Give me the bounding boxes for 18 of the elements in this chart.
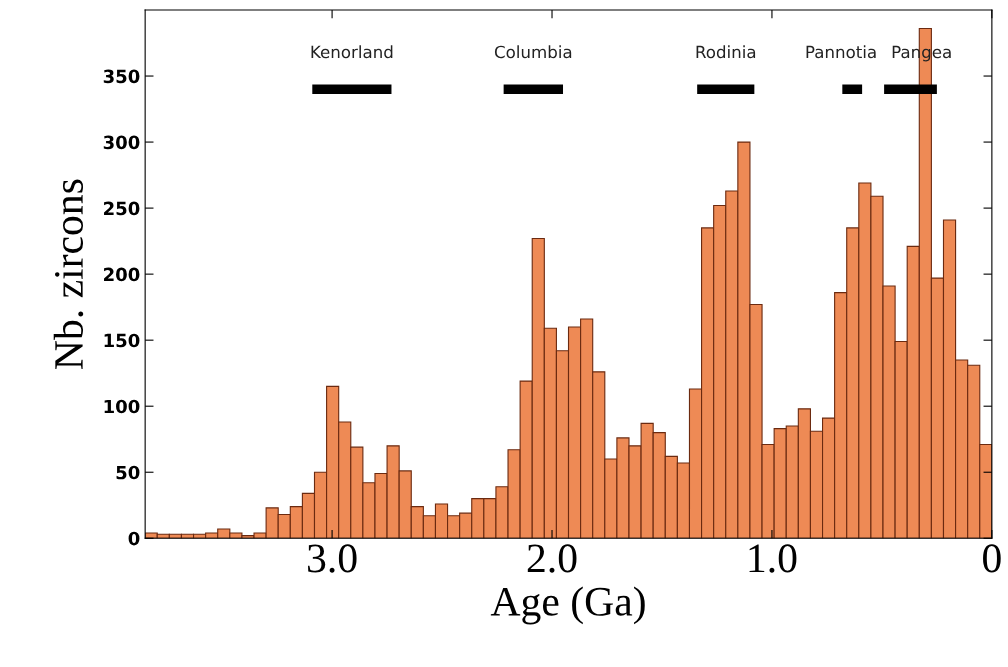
x-axis-title: Age (Ga) [490, 586, 645, 625]
series-label: Kenorland [311, 45, 393, 59]
x-tick-label: 3.0 [308, 544, 357, 573]
series-label: Rodinia [696, 45, 756, 59]
y-tick-label: 250 [104, 201, 140, 216]
y-tick-label: 300 [103, 135, 140, 150]
x-tick-label: 2.0 [527, 544, 577, 573]
y-tick-label: 100 [104, 399, 140, 414]
y-tick-label: 50 [116, 465, 140, 480]
series-label: Columbia [494, 45, 572, 59]
y-tick-label: 0 [128, 531, 140, 546]
text: Pannotia [806, 45, 876, 59]
x-tick-label: 1.0 [749, 544, 797, 573]
y-tick-label: 350 [103, 69, 140, 84]
x-tick-label: 0 [983, 544, 1001, 573]
y-tick-label: 150 [104, 333, 140, 348]
y-axis-title: Nb. zircons [53, 179, 84, 369]
y-tick-label: 200 [104, 267, 140, 282]
